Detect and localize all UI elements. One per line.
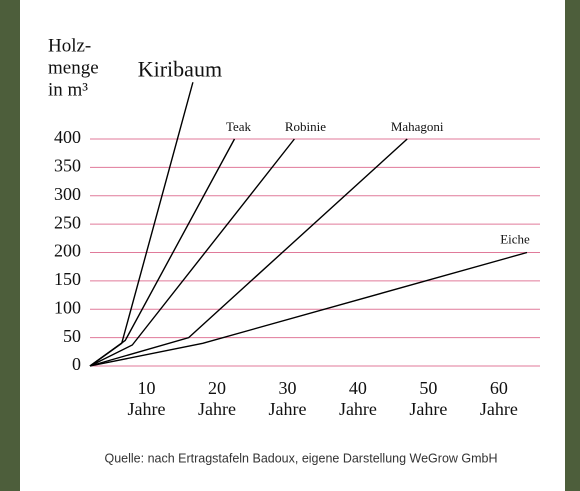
series-label: Kiribaum xyxy=(138,56,222,81)
y-axis-title: in m³ xyxy=(48,79,88,100)
y-tick-label: 350 xyxy=(54,156,81,176)
page: {"chart_data":{"type":"line", "y_label":… xyxy=(0,0,580,491)
y-tick-label: 200 xyxy=(54,241,81,261)
x-tick-label: 50 xyxy=(419,378,437,398)
y-axis-title: Holz- xyxy=(48,35,91,56)
x-unit-label: Jahre xyxy=(480,399,518,419)
chart: Quelle: nach Ertragstafeln Badoux, eigen… xyxy=(0,0,580,491)
series-label: Eiche xyxy=(500,231,530,246)
series-label: Mahagoni xyxy=(391,119,444,134)
x-unit-label: Jahre xyxy=(127,399,165,419)
y-tick-label: 300 xyxy=(54,184,81,204)
x-tick-label: 10 xyxy=(137,378,155,398)
y-axis-title: menge xyxy=(48,57,99,78)
y-tick-label: 0 xyxy=(72,354,81,374)
x-tick-label: 40 xyxy=(349,378,367,398)
y-tick-label: 50 xyxy=(63,326,81,346)
x-unit-label: Jahre xyxy=(339,399,377,419)
x-tick-label: 20 xyxy=(208,378,226,398)
x-tick-label: 30 xyxy=(278,378,296,398)
series-label: Teak xyxy=(226,119,252,134)
y-tick-label: 400 xyxy=(54,127,81,147)
series-label: Robinie xyxy=(285,119,326,134)
x-unit-label: Jahre xyxy=(198,399,236,419)
x-tick-label: 60 xyxy=(490,378,508,398)
y-tick-label: 250 xyxy=(54,212,81,232)
x-unit-label: Jahre xyxy=(268,399,306,419)
x-unit-label: Jahre xyxy=(409,399,447,419)
source: Quelle: nach Ertragstafeln Badoux, eigen… xyxy=(104,451,497,465)
y-tick-label: 100 xyxy=(54,297,81,317)
y-tick-label: 150 xyxy=(54,269,81,289)
